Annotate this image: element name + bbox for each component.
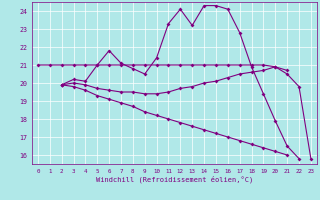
X-axis label: Windchill (Refroidissement éolien,°C): Windchill (Refroidissement éolien,°C) (96, 175, 253, 183)
